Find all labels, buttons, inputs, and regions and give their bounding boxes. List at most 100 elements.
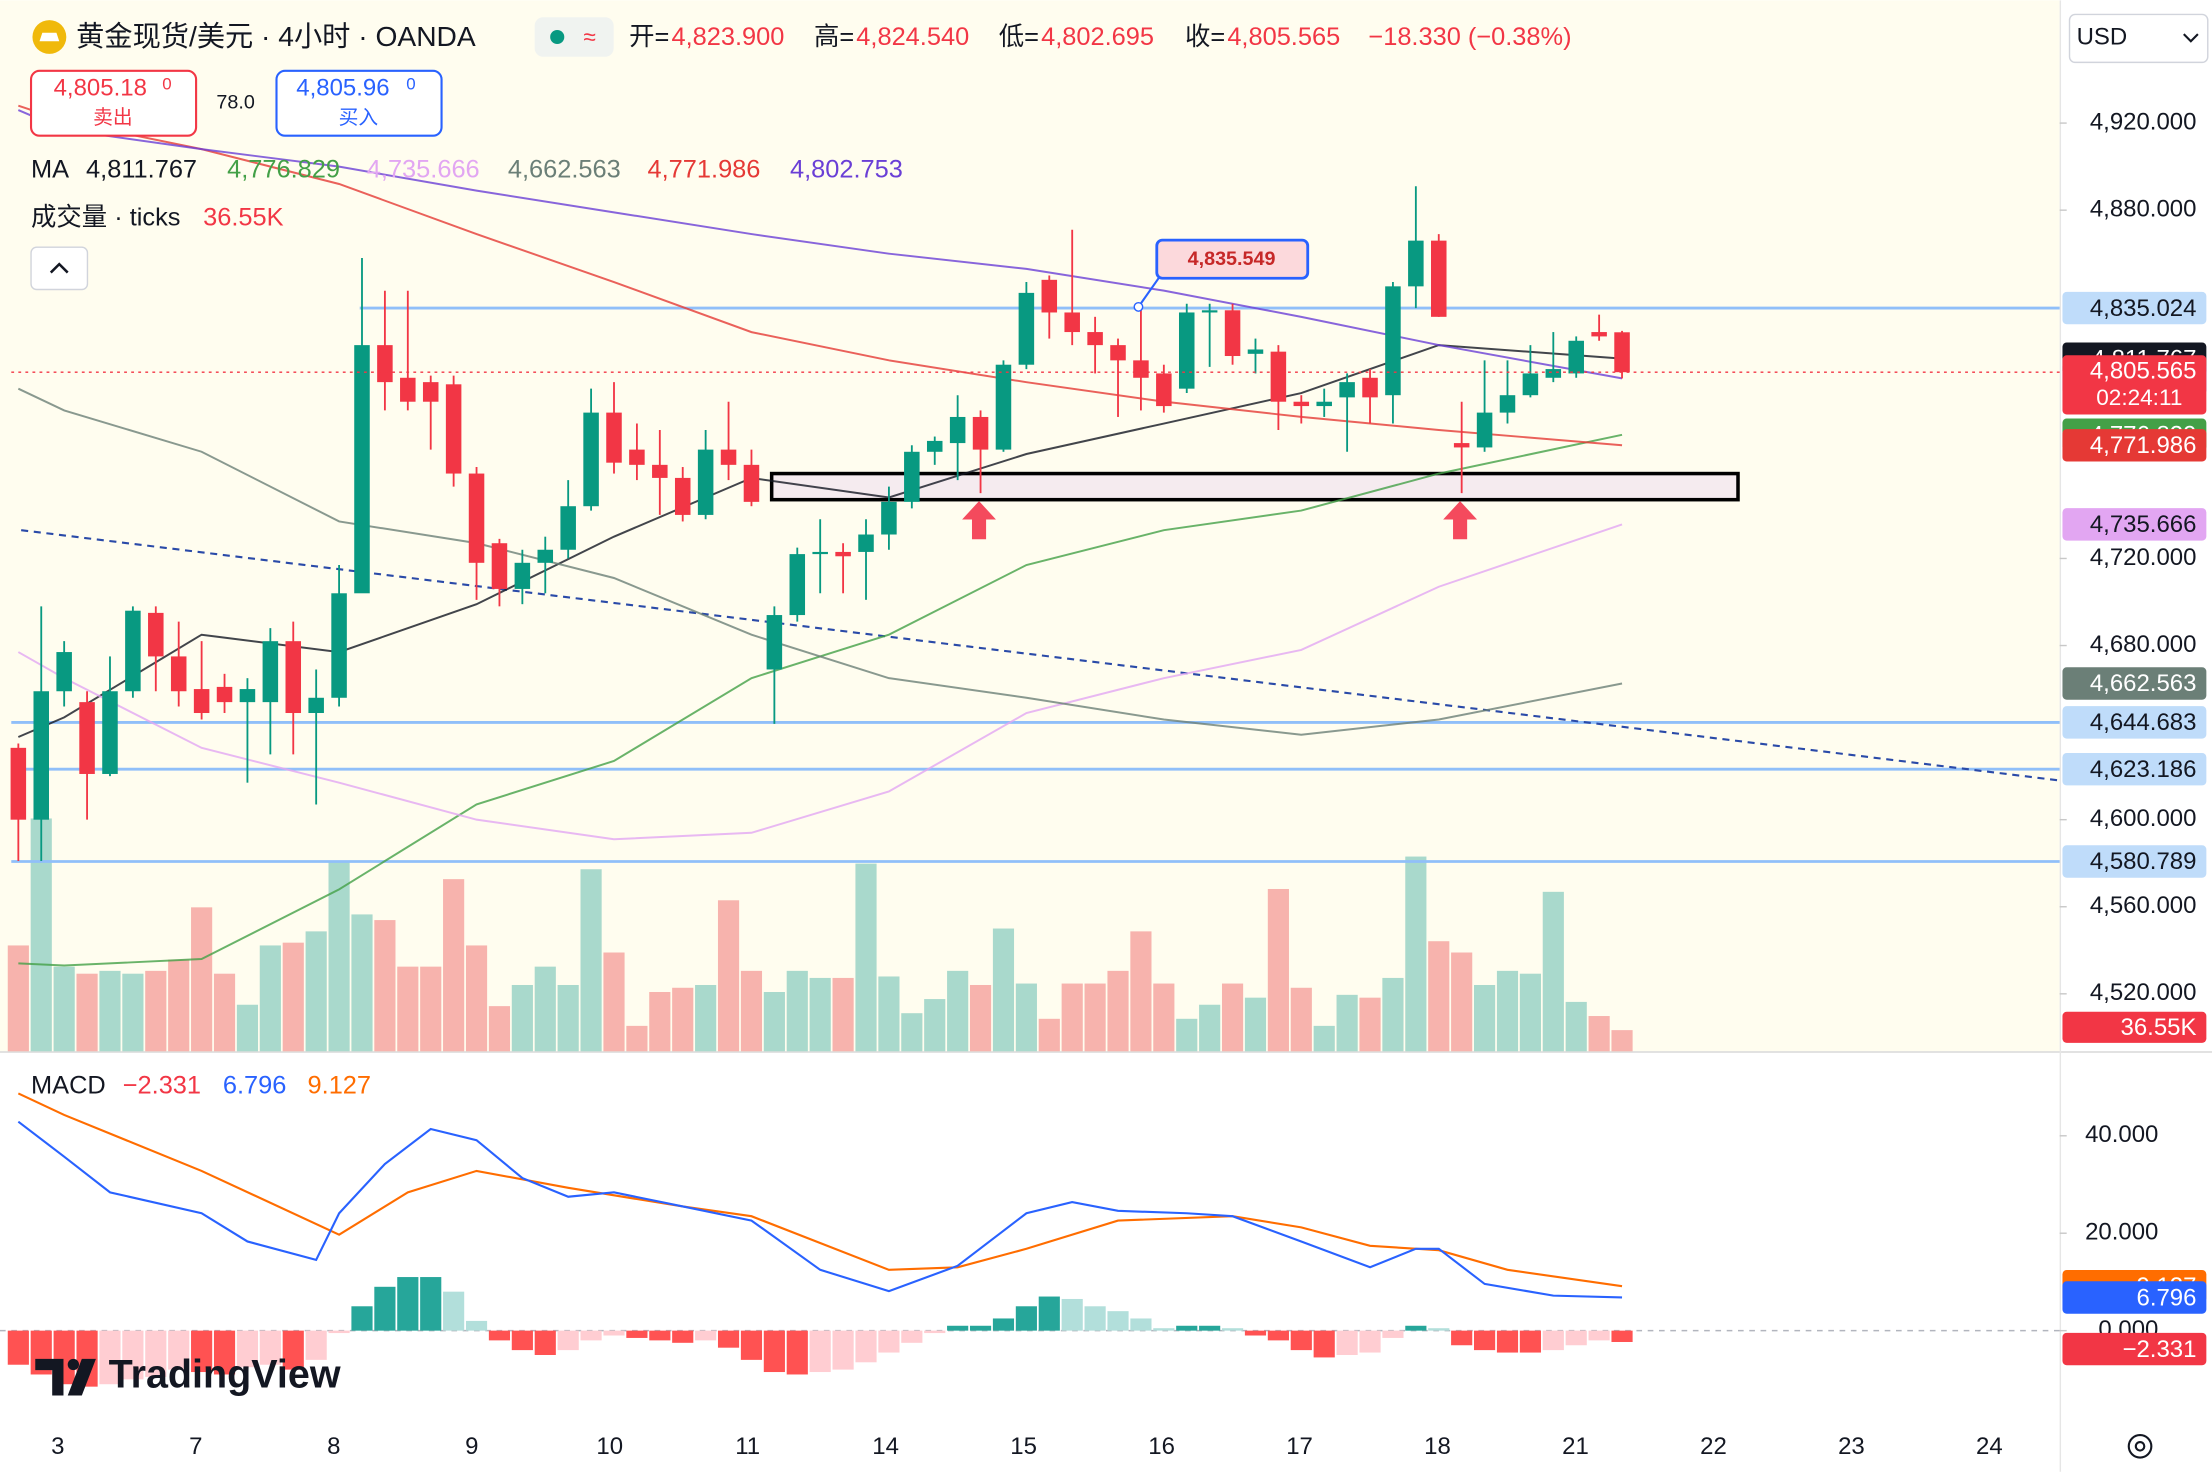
candle-body: [354, 345, 370, 594]
x-tick-label: 8: [327, 1433, 340, 1460]
open-label: 开=: [629, 23, 669, 51]
low-label: 低=: [999, 23, 1039, 51]
candle-body: [10, 747, 27, 820]
gear[interactable]: [2127, 1433, 2153, 1459]
macd-histogram-bar: [1061, 1298, 1083, 1331]
collapse-button[interactable]: [30, 246, 89, 291]
x-tick-label: 15: [1010, 1433, 1037, 1460]
buy-button[interactable]: [275, 69, 443, 137]
volume-bar: [832, 977, 854, 1052]
macd-histogram-bar: [1153, 1328, 1175, 1331]
macd-histogram-bar: [763, 1330, 785, 1373]
price-badge: [2062, 1281, 2207, 1314]
price-badge-label: 4,771.986: [2090, 432, 2197, 459]
macd-histogram-bar: [1267, 1330, 1289, 1341]
candle-body: [148, 612, 164, 657]
price-badge-label: 36.55K: [2121, 1014, 2197, 1041]
price-badge: [2062, 1332, 2207, 1366]
volume-bar: [1313, 1025, 1335, 1052]
buy-price: 4,805.96: [296, 75, 389, 102]
sell-label: 卖出: [93, 107, 133, 129]
volume-bar: [145, 970, 167, 1052]
volume-bar: [488, 1006, 511, 1052]
volume-bar: [740, 970, 763, 1052]
volume-bar: [511, 984, 533, 1052]
y-tick-label: 4,720.000: [2090, 544, 2197, 571]
macd-histogram-bar: [534, 1330, 556, 1355]
volume-bar: [99, 970, 121, 1052]
candle-body: [835, 551, 851, 557]
macd-histogram-bar: [1542, 1330, 1564, 1351]
change-value: −18.330 (−0.38%): [1368, 23, 1571, 51]
volume-bar: [213, 973, 236, 1052]
candle-body: [468, 473, 485, 563]
volume-bar: [1221, 983, 1244, 1052]
candle-body: [33, 691, 50, 820]
candle-body: [422, 382, 439, 402]
macd-histogram-bar: [992, 1318, 1015, 1331]
macd-histogram-bar: [1015, 1306, 1037, 1331]
macd-histogram-bar: [1244, 1330, 1267, 1336]
macd-histogram-bar: [488, 1330, 511, 1341]
macd-histogram-bar: [397, 1277, 419, 1331]
macd-histogram-bar: [1130, 1318, 1152, 1331]
ma-legend-value: 4,811.767: [86, 156, 197, 184]
macd-histogram-bar: [465, 1320, 488, 1331]
volume-bar: [7, 945, 29, 1052]
buy-arrow: [1443, 501, 1478, 540]
macd-histogram-bar: [1451, 1330, 1473, 1346]
macd-histogram-bar: [557, 1330, 579, 1351]
status-button[interactable]: [534, 17, 614, 57]
macd-histogram-bar: [969, 1325, 992, 1331]
candle-body: [606, 412, 622, 463]
close-value: 4,805.565: [1227, 23, 1340, 51]
volume-bar: [1199, 1004, 1221, 1052]
volume-bar: [465, 945, 488, 1052]
price-badge-label: 4,644.683: [2090, 709, 2197, 736]
candle-body: [285, 641, 302, 714]
macd-histogram-bar: [603, 1330, 625, 1336]
candle-body: [1247, 349, 1264, 354]
sell-button[interactable]: [29, 69, 198, 137]
moving-average-line: [17, 387, 1623, 736]
volume-bar: [855, 863, 877, 1052]
macd-histogram-bar: [1313, 1330, 1335, 1358]
macd-histogram-bar: [1611, 1330, 1633, 1342]
currency-caret: [2183, 33, 2199, 43]
callout-anchor: [1133, 301, 1144, 312]
macd-histogram-bar: [1176, 1325, 1198, 1331]
macd-histogram-bar: [809, 1330, 831, 1373]
macd-histogram-bar: [145, 1330, 167, 1377]
ma-legend-value: 4,662.563: [508, 156, 621, 184]
candle-body: [170, 656, 187, 692]
volume-bar: [1428, 941, 1450, 1052]
candle-body: [629, 449, 645, 465]
ma-legend-value: 4,802.753: [790, 156, 903, 184]
volume-bar: [1382, 977, 1404, 1052]
macd-histogram-bar: [695, 1330, 717, 1341]
price-badge: [2062, 291, 2207, 325]
candle-body: [491, 543, 508, 589]
volume-bar: [1244, 997, 1267, 1052]
volume-bar: [809, 977, 831, 1052]
settings-icon[interactable]: [2127, 1433, 2153, 1459]
macd-histogram-bar: [191, 1330, 213, 1373]
symbol-icon-glyph: [39, 32, 60, 42]
candle-body: [1178, 312, 1195, 389]
currency-button[interactable]: [2068, 13, 2209, 64]
price-badge: [2062, 508, 2207, 541]
volume-bar: [1473, 984, 1496, 1052]
x-tick-label: 7: [189, 1433, 202, 1460]
price-badge-label: 4,735.666: [2090, 511, 2197, 538]
candle-body: [1591, 332, 1607, 337]
volume-bar: [878, 976, 900, 1052]
macd-signal-legend: 9.127: [308, 1071, 372, 1099]
candle-body: [1614, 332, 1630, 373]
price-badge: [2062, 845, 2207, 878]
candle-body: [1201, 310, 1218, 313]
candle-body: [1156, 373, 1172, 407]
candle-body: [331, 593, 347, 698]
sell-price-sup: 0: [162, 74, 171, 93]
macd-histogram-bar: [236, 1330, 259, 1368]
volume-bar: [1336, 994, 1358, 1052]
